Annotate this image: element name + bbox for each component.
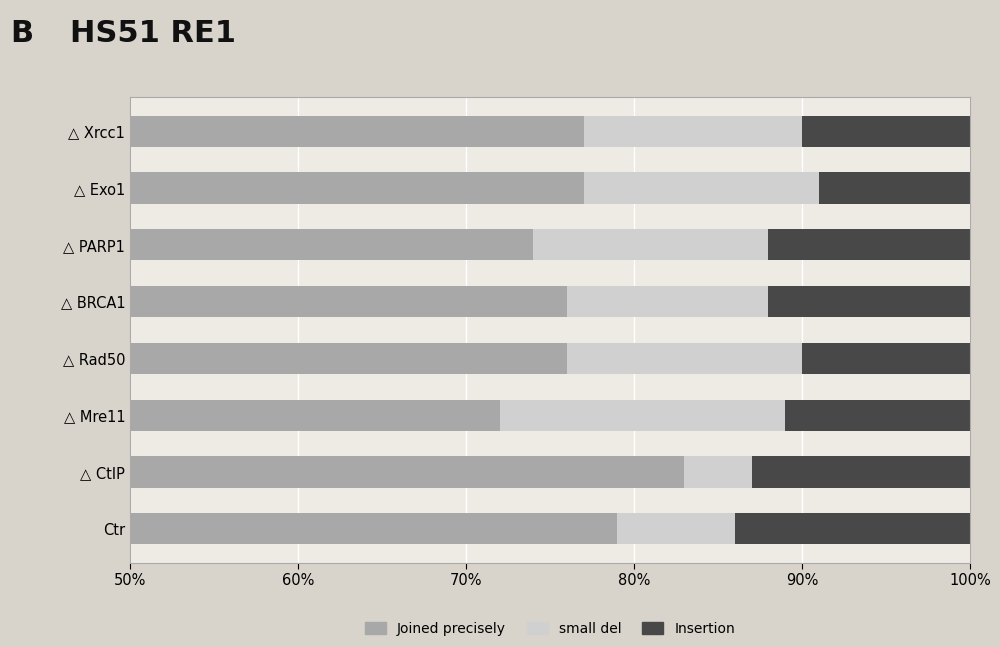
Bar <box>130 229 533 260</box>
Bar <box>584 172 819 204</box>
Bar <box>567 286 768 317</box>
Bar <box>130 456 684 488</box>
Bar <box>584 116 802 147</box>
Bar <box>735 513 970 544</box>
Text: B: B <box>10 19 33 49</box>
Bar <box>768 286 970 317</box>
Bar <box>768 229 970 260</box>
Bar <box>785 400 970 431</box>
Bar <box>130 343 567 374</box>
Bar <box>130 286 567 317</box>
Bar <box>819 172 970 204</box>
Bar <box>567 343 802 374</box>
Legend: Joined precisely, small del, Insertion: Joined precisely, small del, Insertion <box>360 617 740 642</box>
Text: HS51 RE1: HS51 RE1 <box>70 19 236 49</box>
Bar <box>802 343 970 374</box>
Bar <box>533 229 768 260</box>
Bar <box>130 400 500 431</box>
Bar <box>752 456 970 488</box>
Bar <box>500 400 785 431</box>
Bar <box>802 116 970 147</box>
Bar <box>130 172 584 204</box>
Bar <box>684 456 752 488</box>
Bar <box>617 513 735 544</box>
Bar <box>130 513 617 544</box>
Bar <box>130 116 584 147</box>
